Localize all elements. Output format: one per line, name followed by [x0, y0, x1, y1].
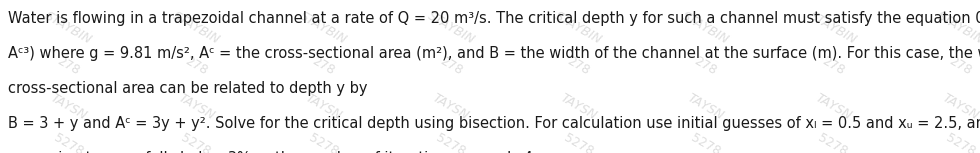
- Text: TAYSN: TAYSN: [940, 91, 980, 123]
- Text: STAYBIN: STAYBIN: [298, 9, 349, 46]
- Text: TAYSN: TAYSN: [558, 91, 599, 123]
- Text: 5278: 5278: [307, 132, 340, 153]
- Text: Water is flowing in a trapezoidal channel at a rate of Q = 20 m³/s. The critical: Water is flowing in a trapezoidal channe…: [8, 11, 980, 26]
- Text: Aᶜ³) where g = 9.81 m/s², Aᶜ = the cross-sectional area (m²), and B = the width : Aᶜ³) where g = 9.81 m/s², Aᶜ = the cross…: [8, 46, 980, 61]
- Text: TAYSN: TAYSN: [430, 91, 471, 123]
- Text: cross-sectional area can be related to depth y by: cross-sectional area can be related to d…: [8, 81, 367, 96]
- Text: TAYSN: TAYSN: [175, 91, 217, 123]
- Text: STAYBIN: STAYBIN: [808, 9, 858, 46]
- Text: TAYSN: TAYSN: [48, 91, 89, 123]
- Text: STAYBIN: STAYBIN: [680, 9, 731, 46]
- Text: STAYBIN: STAYBIN: [935, 9, 980, 46]
- Text: TAYSN: TAYSN: [685, 91, 726, 123]
- Text: 5278: 5278: [434, 132, 467, 153]
- Text: 278: 278: [564, 54, 592, 77]
- Text: 5278: 5278: [944, 132, 977, 153]
- Text: 5278: 5278: [816, 132, 850, 153]
- Text: 278: 278: [947, 54, 974, 77]
- Text: 278: 278: [182, 54, 210, 77]
- Text: approximate error falls below 3% or the number of iterations exceeds 4.: approximate error falls below 3% or the …: [8, 151, 537, 153]
- Text: STAYBIN: STAYBIN: [425, 9, 476, 46]
- Text: 5278: 5278: [179, 132, 213, 153]
- Text: 278: 278: [819, 54, 847, 77]
- Text: 5278: 5278: [689, 132, 722, 153]
- Text: STAYBIN: STAYBIN: [43, 9, 94, 46]
- Text: TAYSN: TAYSN: [303, 91, 344, 123]
- Text: 5278: 5278: [52, 132, 85, 153]
- Text: 278: 278: [310, 54, 337, 77]
- Text: STAYBIN: STAYBIN: [171, 9, 221, 46]
- Text: STAYBIN: STAYBIN: [553, 9, 604, 46]
- Text: TAYSN: TAYSN: [812, 91, 854, 123]
- Text: 5278: 5278: [562, 132, 595, 153]
- Text: 278: 278: [55, 54, 82, 77]
- Text: 278: 278: [437, 54, 465, 77]
- Text: B = 3 + y and Aᶜ = 3y + y². Solve for the critical depth using bisection. For ca: B = 3 + y and Aᶜ = 3y + y². Solve for th…: [8, 116, 980, 131]
- Text: 278: 278: [692, 54, 719, 77]
